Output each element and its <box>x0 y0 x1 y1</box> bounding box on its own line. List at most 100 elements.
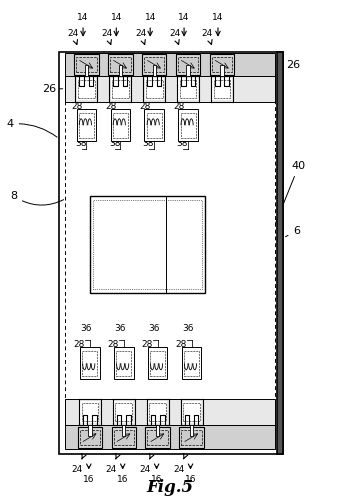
Text: 38: 38 <box>177 139 188 148</box>
Bar <box>82 403 98 421</box>
Bar <box>186 65 190 76</box>
Bar <box>80 347 100 379</box>
Text: 38: 38 <box>109 139 120 148</box>
Bar <box>65 76 275 102</box>
Bar <box>110 57 131 72</box>
Bar <box>181 430 202 445</box>
Bar <box>214 80 231 98</box>
Text: 16: 16 <box>83 464 95 484</box>
Bar <box>179 427 204 448</box>
Bar <box>150 351 165 376</box>
Text: 6: 6 <box>285 226 300 237</box>
Text: 4: 4 <box>6 119 57 137</box>
Text: 24: 24 <box>72 453 86 474</box>
Text: 14: 14 <box>77 13 89 36</box>
Bar <box>114 430 134 445</box>
Bar <box>142 54 166 75</box>
Bar <box>77 109 96 141</box>
Bar <box>145 427 170 448</box>
Bar <box>80 430 100 445</box>
Text: 16: 16 <box>151 464 162 484</box>
Text: 28: 28 <box>107 340 119 349</box>
Text: 28: 28 <box>72 102 83 111</box>
Bar <box>65 53 275 77</box>
Bar <box>212 57 232 72</box>
Text: 28: 28 <box>105 102 117 111</box>
Text: 26: 26 <box>42 84 56 94</box>
Bar <box>212 78 232 100</box>
Text: 14: 14 <box>144 13 156 36</box>
Text: 28: 28 <box>173 102 185 111</box>
Text: 16: 16 <box>185 464 196 484</box>
Bar <box>88 425 92 436</box>
Bar <box>65 399 275 425</box>
Text: 26: 26 <box>286 60 301 70</box>
Text: 14: 14 <box>212 13 224 36</box>
Bar <box>144 57 164 72</box>
Text: 24: 24 <box>67 29 79 45</box>
Bar <box>182 401 201 423</box>
Bar <box>144 109 164 141</box>
Bar <box>119 65 122 76</box>
Bar <box>182 347 201 379</box>
Bar <box>65 61 275 445</box>
Bar <box>59 52 283 454</box>
Text: 28: 28 <box>139 102 151 111</box>
Bar <box>179 78 198 100</box>
Bar <box>148 347 167 379</box>
Bar <box>116 351 131 376</box>
Bar <box>184 351 199 376</box>
Bar <box>180 80 197 98</box>
Bar <box>148 401 167 423</box>
Bar <box>80 401 100 423</box>
Text: 8: 8 <box>10 191 64 205</box>
Text: 36: 36 <box>152 124 163 132</box>
Bar <box>147 430 168 445</box>
Bar <box>178 109 198 141</box>
Bar <box>114 347 134 379</box>
Text: 36: 36 <box>115 324 126 333</box>
Text: 38: 38 <box>143 139 154 148</box>
Text: 24: 24 <box>139 453 154 474</box>
Bar <box>181 113 196 138</box>
Text: 36: 36 <box>118 124 129 132</box>
Bar <box>147 113 162 138</box>
Bar <box>149 403 166 421</box>
Bar <box>90 196 205 293</box>
Text: 24: 24 <box>135 29 146 45</box>
Bar <box>153 65 156 76</box>
Bar <box>146 80 163 98</box>
Text: 36: 36 <box>148 324 160 333</box>
Bar <box>78 80 95 98</box>
Bar <box>144 78 164 100</box>
Bar <box>115 403 132 421</box>
Text: 28: 28 <box>141 340 153 349</box>
Text: 24: 24 <box>169 29 180 45</box>
Text: 24: 24 <box>105 453 120 474</box>
Bar <box>77 78 96 100</box>
Bar <box>210 54 234 75</box>
Bar <box>156 425 159 436</box>
Bar <box>111 78 130 100</box>
Bar <box>79 113 94 138</box>
Text: 36: 36 <box>186 124 197 132</box>
Bar <box>178 57 198 72</box>
Bar <box>82 351 97 376</box>
Bar <box>112 427 136 448</box>
Bar <box>76 57 97 72</box>
Text: 36: 36 <box>81 324 92 333</box>
Text: 24: 24 <box>101 29 113 45</box>
Bar <box>65 425 275 449</box>
Bar <box>113 113 128 138</box>
Bar <box>74 54 99 75</box>
Text: 28: 28 <box>74 340 85 349</box>
Text: 24: 24 <box>173 453 188 474</box>
Text: 16: 16 <box>117 464 128 484</box>
Text: Fig.5: Fig.5 <box>146 479 193 496</box>
Text: 40: 40 <box>276 161 306 223</box>
Bar <box>114 401 134 423</box>
Bar <box>183 403 200 421</box>
Text: 14: 14 <box>111 13 122 36</box>
Text: 24: 24 <box>202 29 213 45</box>
Text: 28: 28 <box>175 340 187 349</box>
